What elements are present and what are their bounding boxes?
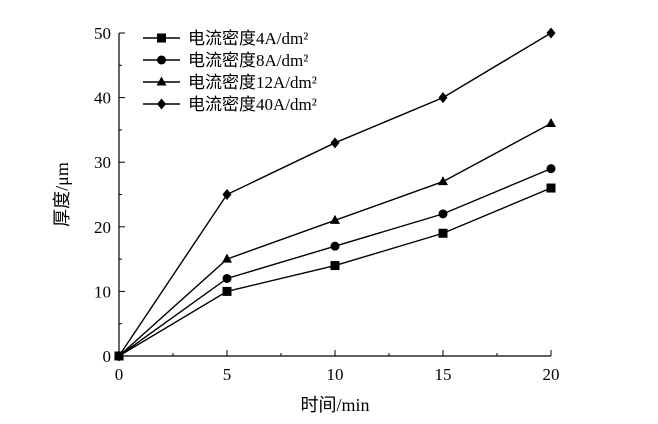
y-tick-label: 30 xyxy=(94,153,111,172)
y-axis-label: 厚度/μm xyxy=(52,162,72,227)
data-point xyxy=(438,176,448,186)
data-point xyxy=(330,261,340,271)
data-point xyxy=(438,209,448,219)
series-group xyxy=(114,27,556,362)
legend: 电流密度4A/dm² 电流密度8A/dm² 电流密度12A/dm² 电流密度40A/d… xyxy=(143,29,317,114)
legend-item: 电流密度40A/dm² xyxy=(143,95,317,114)
data-point xyxy=(330,137,340,149)
legend-item: 电流密度12A/dm² xyxy=(143,73,317,92)
data-point xyxy=(222,189,232,200)
legend-label: 电流密度8A/dm² xyxy=(188,51,308,70)
axes xyxy=(118,33,551,357)
x-tick-label: 5 xyxy=(223,365,232,384)
series-3 xyxy=(114,117,556,360)
y-tick-label: 20 xyxy=(94,218,111,237)
x-tick-label: 0 xyxy=(115,365,124,384)
y-tick-label: 10 xyxy=(94,282,111,301)
legend-marker xyxy=(157,98,166,110)
y-tick-label: 40 xyxy=(94,89,111,108)
legend-label: 电流密度40A/dm² xyxy=(188,95,317,114)
ticks: 0 5 10 15 20 0 10 20 30 40 50 xyxy=(94,24,560,384)
series-line xyxy=(118,122,552,357)
x-tick-label: 10 xyxy=(327,365,344,384)
data-point xyxy=(330,241,340,251)
series-4 xyxy=(114,27,556,362)
x-tick-label: 15 xyxy=(435,365,452,384)
data-point xyxy=(546,27,556,39)
data-point xyxy=(222,273,232,283)
data-point xyxy=(114,350,124,362)
data-point xyxy=(222,286,232,296)
data-point xyxy=(222,253,232,263)
data-point xyxy=(546,164,556,174)
y-tick-label: 0 xyxy=(103,347,112,366)
data-point xyxy=(546,117,556,127)
legend-label: 电流密度12A/dm² xyxy=(188,73,317,92)
x-tick-label: 20 xyxy=(543,365,560,384)
legend-marker xyxy=(157,33,166,43)
y-tick-label: 50 xyxy=(94,24,111,43)
x-axis-label: 时间/min xyxy=(300,395,369,415)
legend-item: 电流密度4A/dm² xyxy=(143,29,308,48)
legend-label: 电流密度4A/dm² xyxy=(188,29,308,48)
series-line xyxy=(118,187,552,357)
series-line xyxy=(118,32,552,357)
series-1 xyxy=(114,183,556,361)
data-point xyxy=(546,183,556,193)
legend-marker xyxy=(157,55,166,65)
data-point xyxy=(438,92,448,104)
legend-item: 电流密度8A/dm² xyxy=(143,51,308,70)
data-point xyxy=(330,214,340,224)
data-point xyxy=(438,228,448,238)
legend-marker xyxy=(156,76,167,86)
